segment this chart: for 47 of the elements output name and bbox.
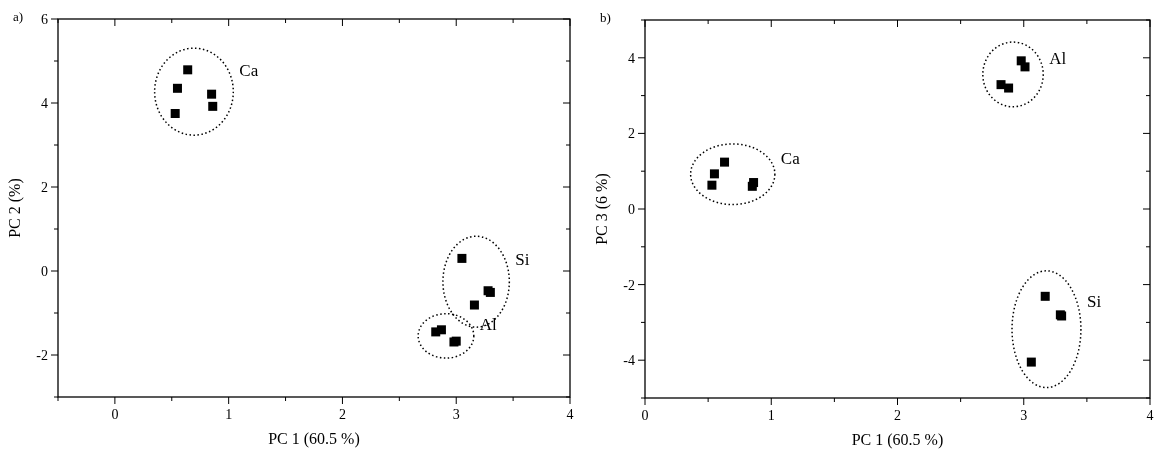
y-axis-title: PC 3 (6 %) [593,173,611,245]
point [707,180,717,190]
point [457,253,467,263]
chart-title: a) [13,9,24,24]
series-label: Al [479,314,498,334]
series-label: Ca [239,61,259,80]
point [172,83,182,93]
point [183,65,193,75]
y-tick-label: 0 [628,202,635,217]
point [1020,62,1030,72]
x-tick-label: 2 [338,407,346,422]
x-tick-label: 3 [1020,408,1028,423]
point [436,325,446,335]
y-tick-label: -2 [36,348,48,363]
x-tick-label: 2 [894,408,901,423]
series-label: Si [1086,291,1102,311]
point [1004,83,1014,93]
y-tick-label: -4 [623,353,635,369]
series-label: Ca [780,149,801,169]
y-axis-title: PC 2 (%) [6,178,24,238]
x-tick-label: 0 [111,407,119,422]
x-tick-label: 0 [641,408,649,423]
point [1026,357,1036,367]
y-tick-label: 4 [628,50,635,66]
x-tick-label: 4 [566,407,574,422]
y-tick-label: 2 [628,126,635,142]
point [709,169,719,179]
x-axis-title: PC 1 (60.5 %) [851,431,944,449]
point [469,300,479,310]
point [207,89,217,99]
x-axis-title: PC 1 (60.5 %) [268,430,360,448]
x-tick-label: 1 [225,407,233,422]
y-tick-label: -2 [623,277,635,293]
legend-label: Si [515,250,530,270]
x-tick-label: 4 [1146,408,1154,423]
x-tick-label: 1 [767,408,775,423]
y-tick-label: 2 [41,180,48,195]
point [208,101,218,111]
y-tick-label: 0 [41,264,48,279]
series-label: Al [1049,48,1067,68]
x-tick-label: 3 [452,407,460,422]
point [1040,291,1050,301]
point [720,157,730,167]
point [170,109,180,118]
y-tick-label: 4 [41,96,48,111]
y-tick-label: 6 [41,12,48,27]
chart-title: b) [600,10,611,25]
